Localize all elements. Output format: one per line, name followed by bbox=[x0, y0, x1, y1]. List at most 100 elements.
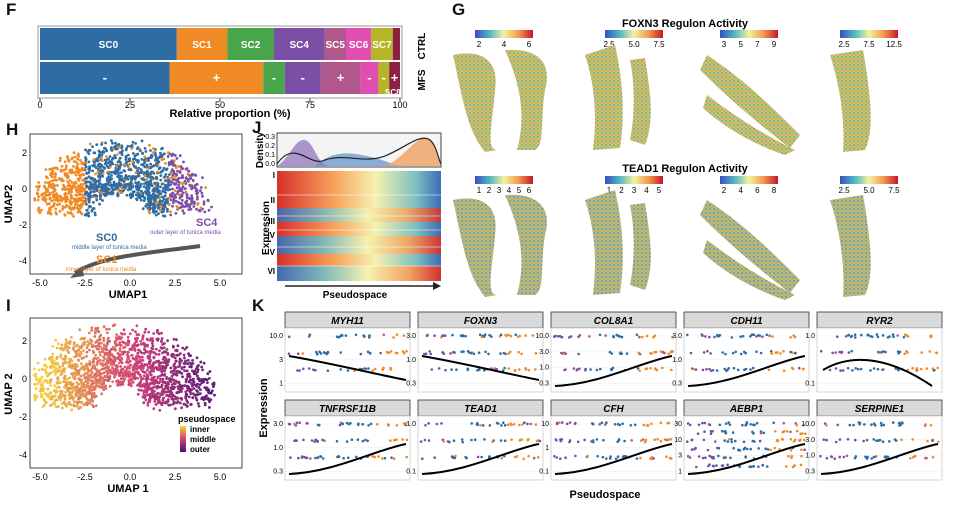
i-point bbox=[109, 361, 112, 364]
k-point bbox=[509, 334, 513, 338]
h-point bbox=[152, 164, 156, 168]
h-point bbox=[106, 176, 110, 180]
i-point bbox=[50, 360, 54, 364]
k-point bbox=[755, 350, 758, 353]
i-point bbox=[160, 383, 164, 387]
i-point bbox=[90, 366, 94, 370]
i-point bbox=[86, 340, 89, 343]
i-legend-inner: inner bbox=[190, 425, 210, 434]
k-point bbox=[856, 367, 860, 371]
i-point bbox=[83, 389, 87, 392]
i-point bbox=[36, 361, 40, 365]
i-point bbox=[196, 402, 200, 405]
h-point bbox=[55, 203, 59, 207]
i-point bbox=[165, 393, 169, 397]
i-point bbox=[72, 400, 76, 403]
k-point bbox=[896, 334, 899, 337]
h-point bbox=[140, 158, 144, 161]
j-module-label: V bbox=[270, 248, 276, 257]
h-point bbox=[83, 213, 87, 217]
k-point bbox=[595, 368, 599, 372]
h-point bbox=[127, 174, 131, 178]
k-point bbox=[734, 350, 737, 354]
k-point bbox=[883, 455, 887, 459]
f-seg-label: - bbox=[382, 70, 386, 85]
k-ylabel: Expression bbox=[258, 378, 270, 438]
h-point bbox=[159, 205, 163, 209]
i-point bbox=[152, 367, 156, 371]
h-point bbox=[66, 155, 69, 158]
h-point bbox=[105, 155, 108, 158]
i-point bbox=[143, 396, 147, 399]
h-point bbox=[53, 198, 57, 202]
h-point bbox=[147, 210, 151, 213]
i-point bbox=[141, 359, 145, 362]
k-point bbox=[526, 438, 529, 442]
i-point bbox=[149, 358, 152, 362]
k-point bbox=[470, 422, 473, 425]
i-point bbox=[105, 344, 108, 348]
i-point bbox=[150, 337, 154, 340]
i-point bbox=[40, 394, 44, 397]
h-xtick: 0.0 bbox=[124, 278, 137, 288]
k-point bbox=[595, 438, 599, 441]
h-point bbox=[134, 171, 138, 175]
g-colorbar-tick: 4 bbox=[502, 40, 507, 49]
k-point bbox=[524, 334, 527, 337]
k-point bbox=[337, 336, 340, 339]
i-point bbox=[60, 343, 64, 347]
i-point bbox=[53, 384, 57, 388]
i-point bbox=[192, 383, 196, 386]
k-point bbox=[819, 349, 823, 353]
i-point bbox=[100, 341, 103, 345]
k-point bbox=[364, 438, 367, 442]
h-point bbox=[93, 193, 97, 197]
k-point bbox=[423, 438, 427, 442]
h-point bbox=[51, 169, 55, 173]
k-point bbox=[709, 432, 713, 435]
i-point bbox=[90, 326, 94, 329]
i-point bbox=[140, 342, 143, 346]
h-point bbox=[196, 195, 199, 199]
k-point bbox=[928, 350, 932, 353]
h-point bbox=[172, 159, 176, 163]
k-point bbox=[774, 351, 778, 354]
h-point bbox=[101, 169, 105, 173]
h-point bbox=[137, 174, 141, 178]
i-point bbox=[56, 405, 60, 408]
h-point bbox=[184, 190, 188, 194]
i-point bbox=[141, 335, 145, 339]
h-point bbox=[166, 198, 169, 201]
k-point bbox=[913, 454, 917, 458]
i-point bbox=[65, 386, 69, 390]
h-point bbox=[116, 143, 119, 147]
h-point bbox=[147, 159, 151, 162]
i-point bbox=[78, 396, 82, 400]
h-point bbox=[101, 150, 105, 153]
i-point bbox=[140, 355, 144, 359]
h-point bbox=[116, 175, 119, 178]
i-point bbox=[171, 385, 175, 389]
k-trend-line bbox=[687, 443, 806, 475]
k-point bbox=[669, 438, 673, 441]
i-point bbox=[148, 400, 152, 404]
h-point bbox=[159, 178, 163, 182]
k-trend-line bbox=[554, 355, 673, 387]
i-point bbox=[161, 357, 165, 361]
k-point bbox=[785, 430, 789, 433]
h-point bbox=[50, 179, 54, 183]
k-point bbox=[623, 439, 626, 443]
f-seg-label: - bbox=[103, 70, 107, 85]
h-point bbox=[64, 196, 68, 200]
i-point bbox=[115, 379, 118, 383]
h-point bbox=[164, 191, 167, 194]
i-point bbox=[102, 343, 106, 347]
k-xlabel: Pseudospace bbox=[570, 489, 641, 501]
h-point bbox=[52, 178, 56, 182]
i-point bbox=[118, 347, 122, 350]
h-point bbox=[63, 188, 66, 191]
f-tick-label: 75 bbox=[305, 100, 315, 110]
k-point bbox=[389, 350, 393, 353]
i-point bbox=[70, 335, 73, 339]
